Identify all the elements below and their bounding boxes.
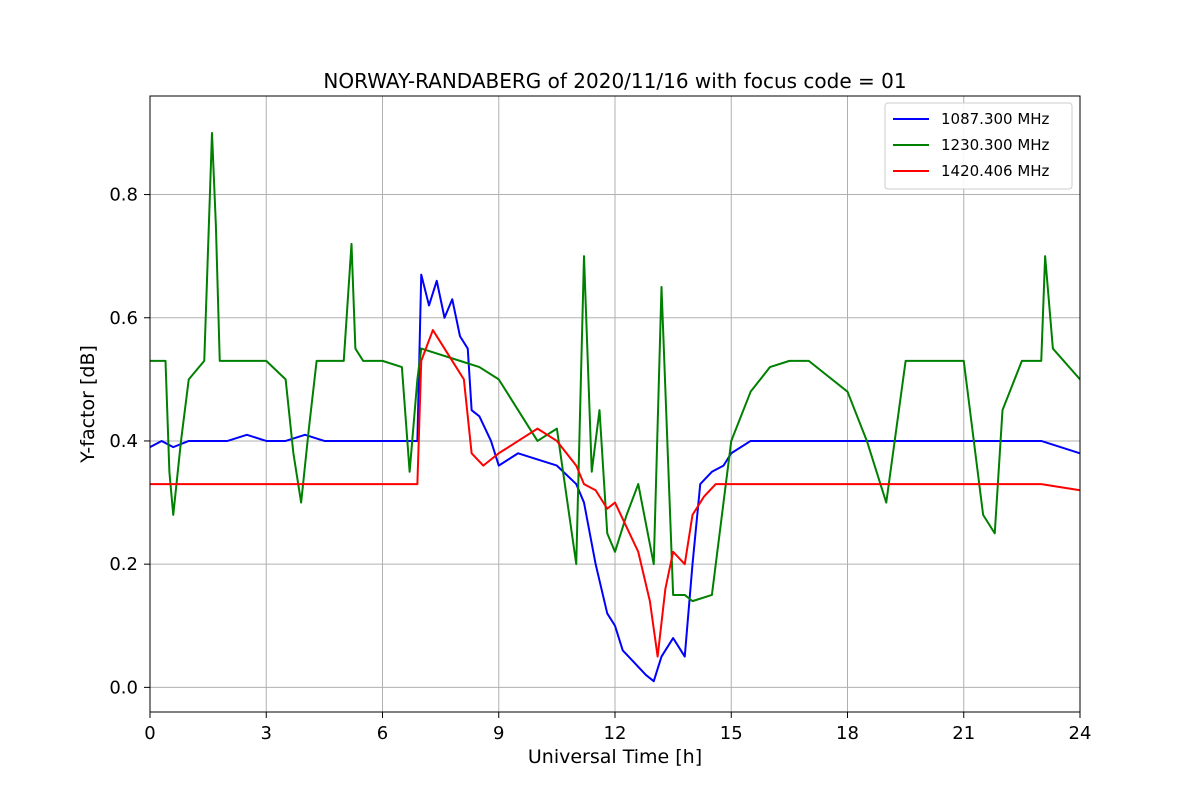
chart-title: NORWAY-RANDABERG of 2020/11/16 with focu… [323,69,906,93]
x-tick-label: 18 [836,723,859,744]
legend: 1087.300 MHz 1230.300 MHz 1420.406 MHz [884,102,1073,190]
y-tick-label: 0.0 [109,677,138,698]
legend-box [884,102,1073,190]
y-tick-label: 0.6 [109,308,138,329]
x-tick-label: 6 [377,723,388,744]
series-line-1420 [150,329,1081,658]
series-line-1087 [149,273,1081,683]
x-tick-label: 3 [261,723,272,744]
x-tick-label: 24 [1069,723,1092,744]
series-line-1230 [150,131,1081,603]
x-axis-label: Universal Time [h] [528,746,702,768]
x-tick-label: 12 [604,723,627,744]
legend-label-1087: 1087.300 MHz [941,110,1050,128]
x-tick-label: 21 [952,723,975,744]
ticks: 0 3 6 9 12 15 18 21 24 0.0 0.2 0.4 0.6 0.8 [109,185,1091,744]
y-axis-label: Y-factor [dB] [77,345,99,464]
y-tick-label: 0.8 [109,185,138,206]
x-tick-label: 15 [720,723,743,744]
y-tick-label: 0.2 [109,554,138,575]
x-tick-label: 9 [493,723,504,744]
legend-label-1420: 1420.406 MHz [941,162,1050,180]
legend-label-1230: 1230.300 MHz [941,136,1050,154]
y-tick-label: 0.4 [109,431,138,452]
x-tick-label: 0 [144,723,155,744]
series-layer [149,131,1081,683]
